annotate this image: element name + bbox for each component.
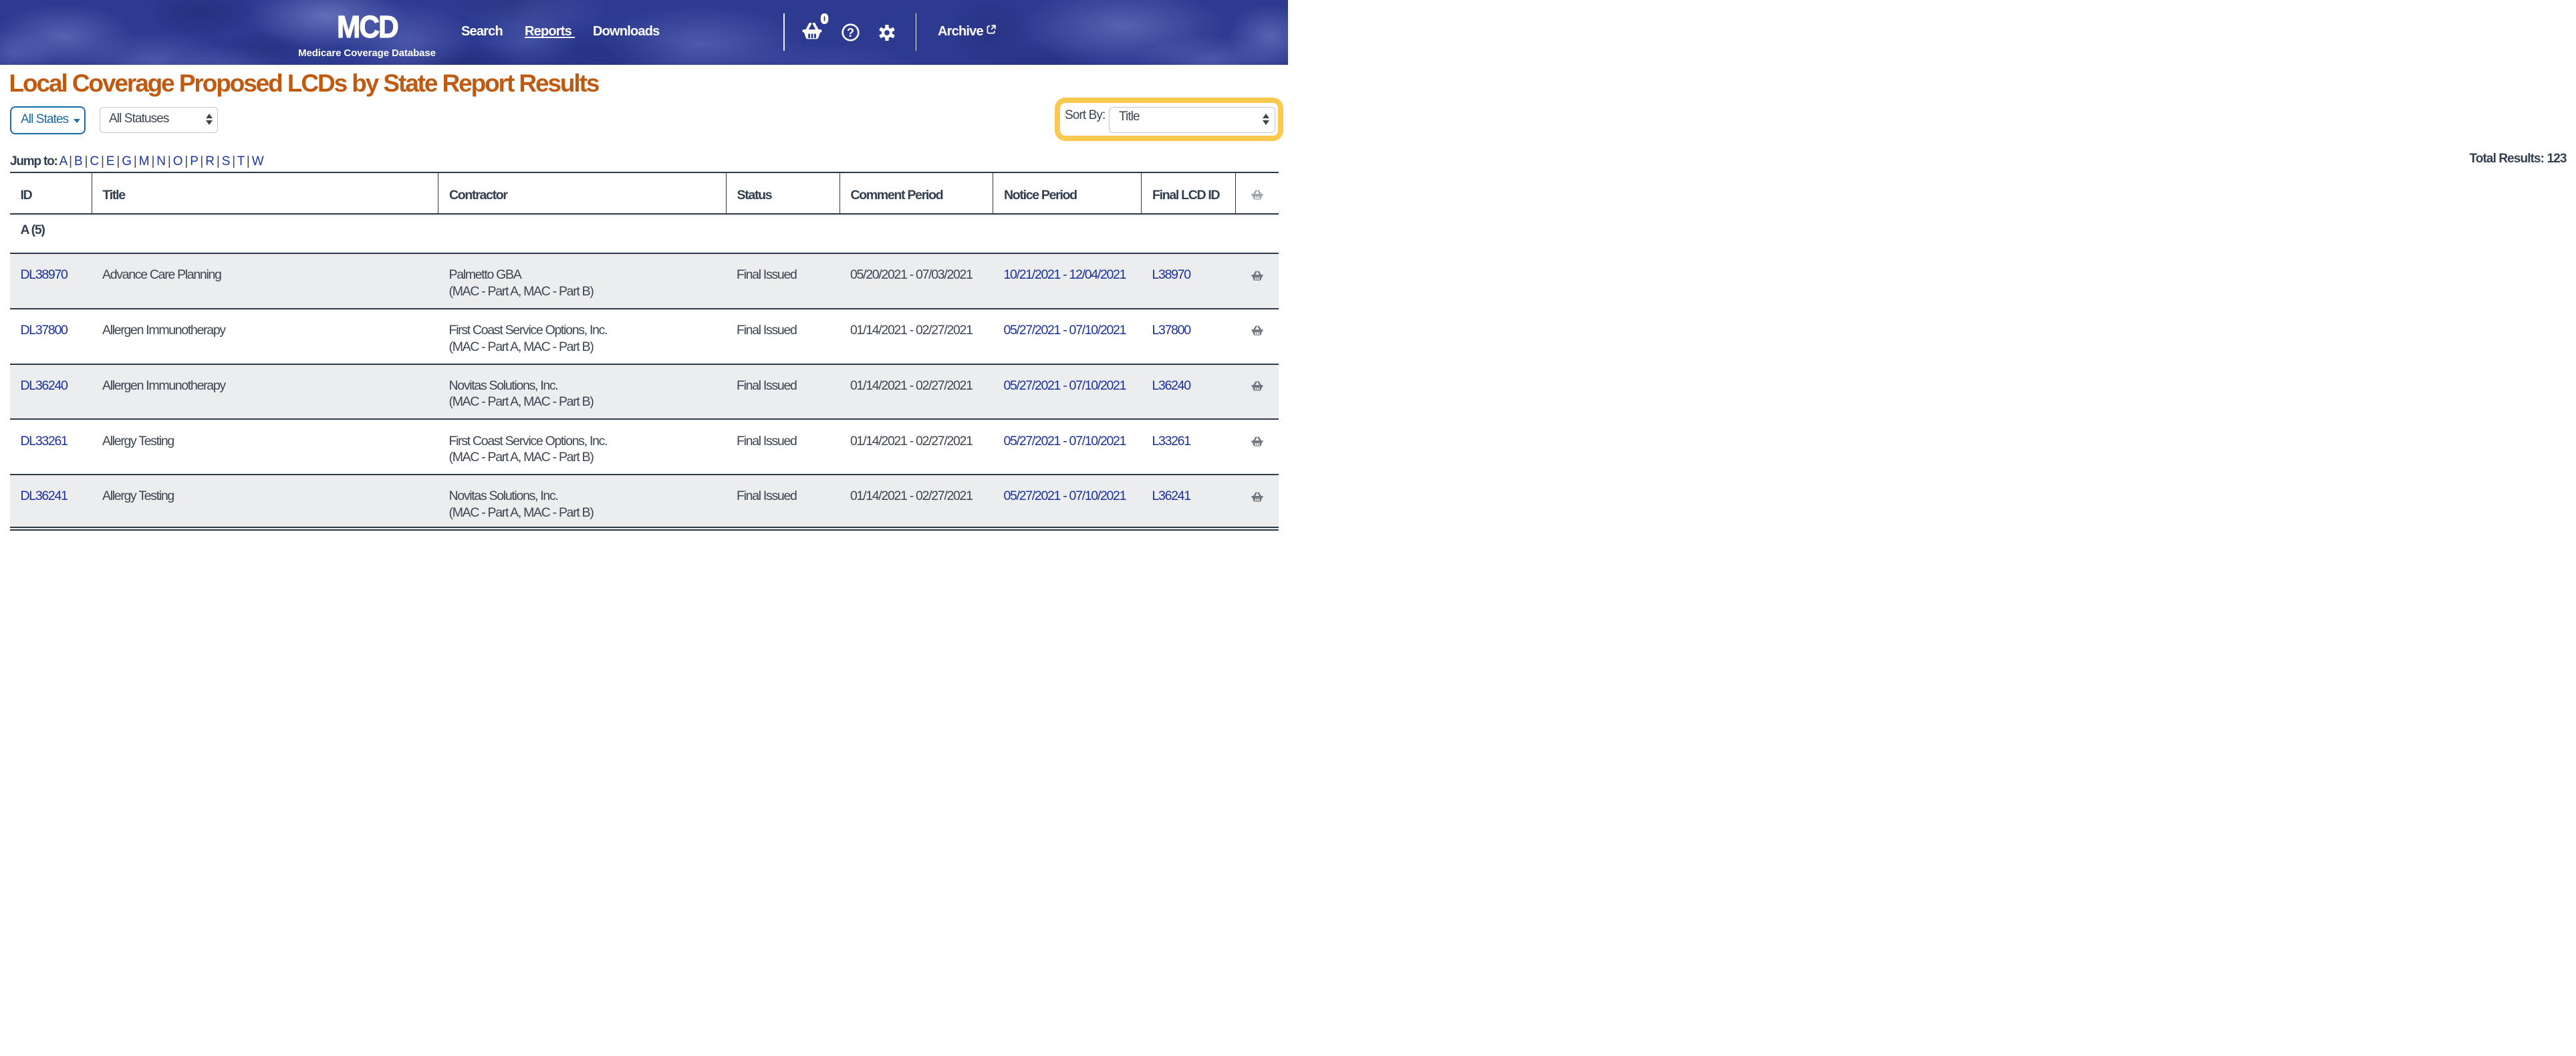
- svg-text:?: ?: [847, 26, 854, 39]
